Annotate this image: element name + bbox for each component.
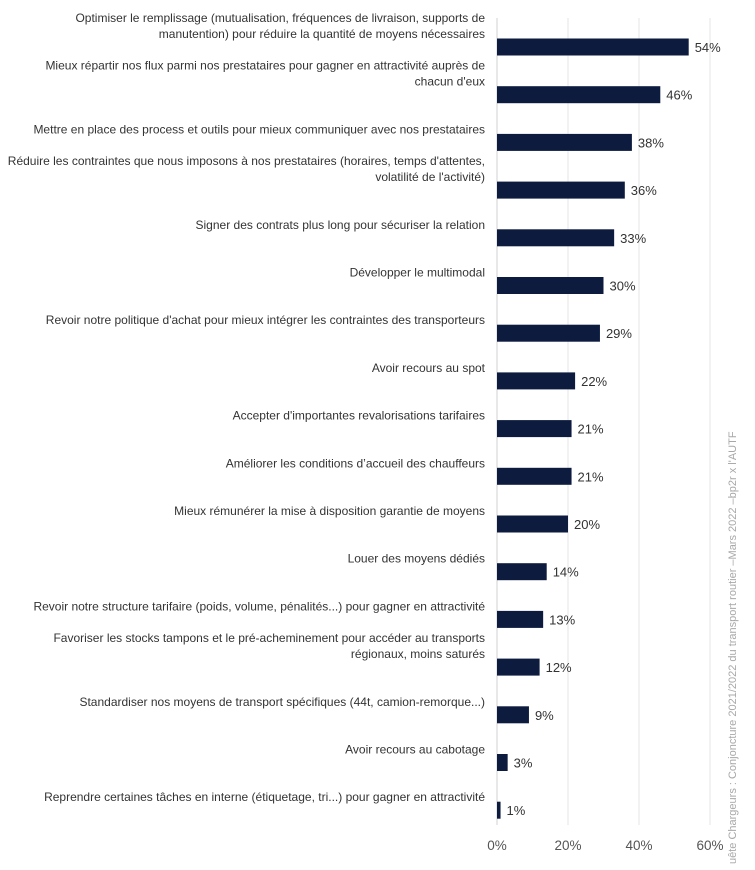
bar [497, 133, 632, 151]
category-label: Optimiser le remplissage (mutualisation,… [75, 11, 485, 25]
value-label: 21% [578, 469, 604, 484]
bar [497, 324, 600, 342]
bar [497, 181, 625, 199]
value-label: 20% [574, 517, 600, 532]
bars [497, 38, 689, 819]
bar [497, 420, 572, 438]
x-axis-ticks: 0% 20% 40% 60% [487, 838, 723, 853]
category-label: Avoir recours au spot [372, 361, 486, 375]
bar [497, 86, 661, 104]
category-label: chacun d'eux [415, 75, 485, 89]
value-label: 33% [620, 231, 646, 246]
value-label: 1% [507, 803, 526, 818]
bar [497, 229, 615, 247]
category-label: manutention) pour réduire la quantité de… [159, 27, 485, 41]
category-label: Réduire les contraintes que nous imposon… [8, 154, 485, 168]
category-label: Développer le multimodal [350, 266, 485, 280]
category-label: Revoir notre structure tarifaire (poids,… [33, 599, 485, 613]
bar [497, 610, 544, 628]
source-note: uête Chargeurs : Conjoncture 2021/2022 d… [727, 431, 739, 864]
category-label: Avoir recours au cabotage [345, 743, 485, 757]
category-label: Améliorer les conditions d’accueil des c… [226, 456, 485, 470]
value-label: 38% [638, 135, 664, 150]
value-label: 30% [610, 279, 636, 294]
category-label: Mettre en place des process et outils po… [33, 122, 485, 136]
category-label: volatilité de l'activité) [375, 170, 485, 184]
value-label: 46% [666, 88, 692, 103]
value-label: 12% [546, 660, 572, 675]
bar [497, 515, 568, 533]
category-label: Louer des moyens dédiés [348, 552, 485, 566]
category-label: Reprendre certaines tâches en interne (é… [44, 790, 485, 804]
category-label: régionaux, moins saturés [351, 647, 485, 661]
value-labels: 54% 46% 38% 36% 33% 30% 29% 22% 21% 21% 20% 14% 13% 1… [507, 40, 722, 818]
category-label: Mieux répartir nos flux parmi nos presta… [45, 59, 485, 73]
bar [497, 754, 508, 771]
x-tick-label: 60% [696, 838, 723, 853]
category-label: Accepter d'importantes revalorisations t… [233, 409, 485, 423]
category-label: Standardiser nos moyens de transport spé… [79, 695, 485, 709]
value-label: 14% [553, 565, 579, 580]
bar [497, 563, 547, 581]
value-label: 13% [549, 612, 575, 627]
category-label: Signer des contrats plus long pour sécur… [196, 218, 486, 232]
value-label: 22% [581, 374, 607, 389]
bar [497, 277, 604, 294]
value-label: 29% [606, 326, 632, 341]
bar [497, 38, 689, 56]
value-label: 36% [631, 183, 657, 198]
value-label: 9% [535, 708, 554, 723]
category-labels: Optimiser le remplissage (mutualisation,… [8, 11, 486, 804]
bar [497, 467, 572, 485]
value-label: 21% [578, 422, 604, 437]
x-tick-label: 40% [625, 838, 652, 853]
category-label: Mieux rémunérer la mise à disposition ga… [174, 504, 485, 518]
x-tick-label: 20% [554, 838, 581, 853]
bar [497, 372, 576, 390]
category-label: Revoir notre politique d'achat pour mieu… [46, 313, 485, 327]
bar [497, 801, 501, 819]
bar [497, 706, 529, 724]
category-label: Favoriser les stocks tampons et le pré-a… [53, 631, 485, 645]
value-label: 3% [514, 756, 533, 771]
value-label: 54% [695, 40, 721, 55]
x-tick-label: 0% [487, 838, 507, 853]
bar [497, 658, 540, 676]
